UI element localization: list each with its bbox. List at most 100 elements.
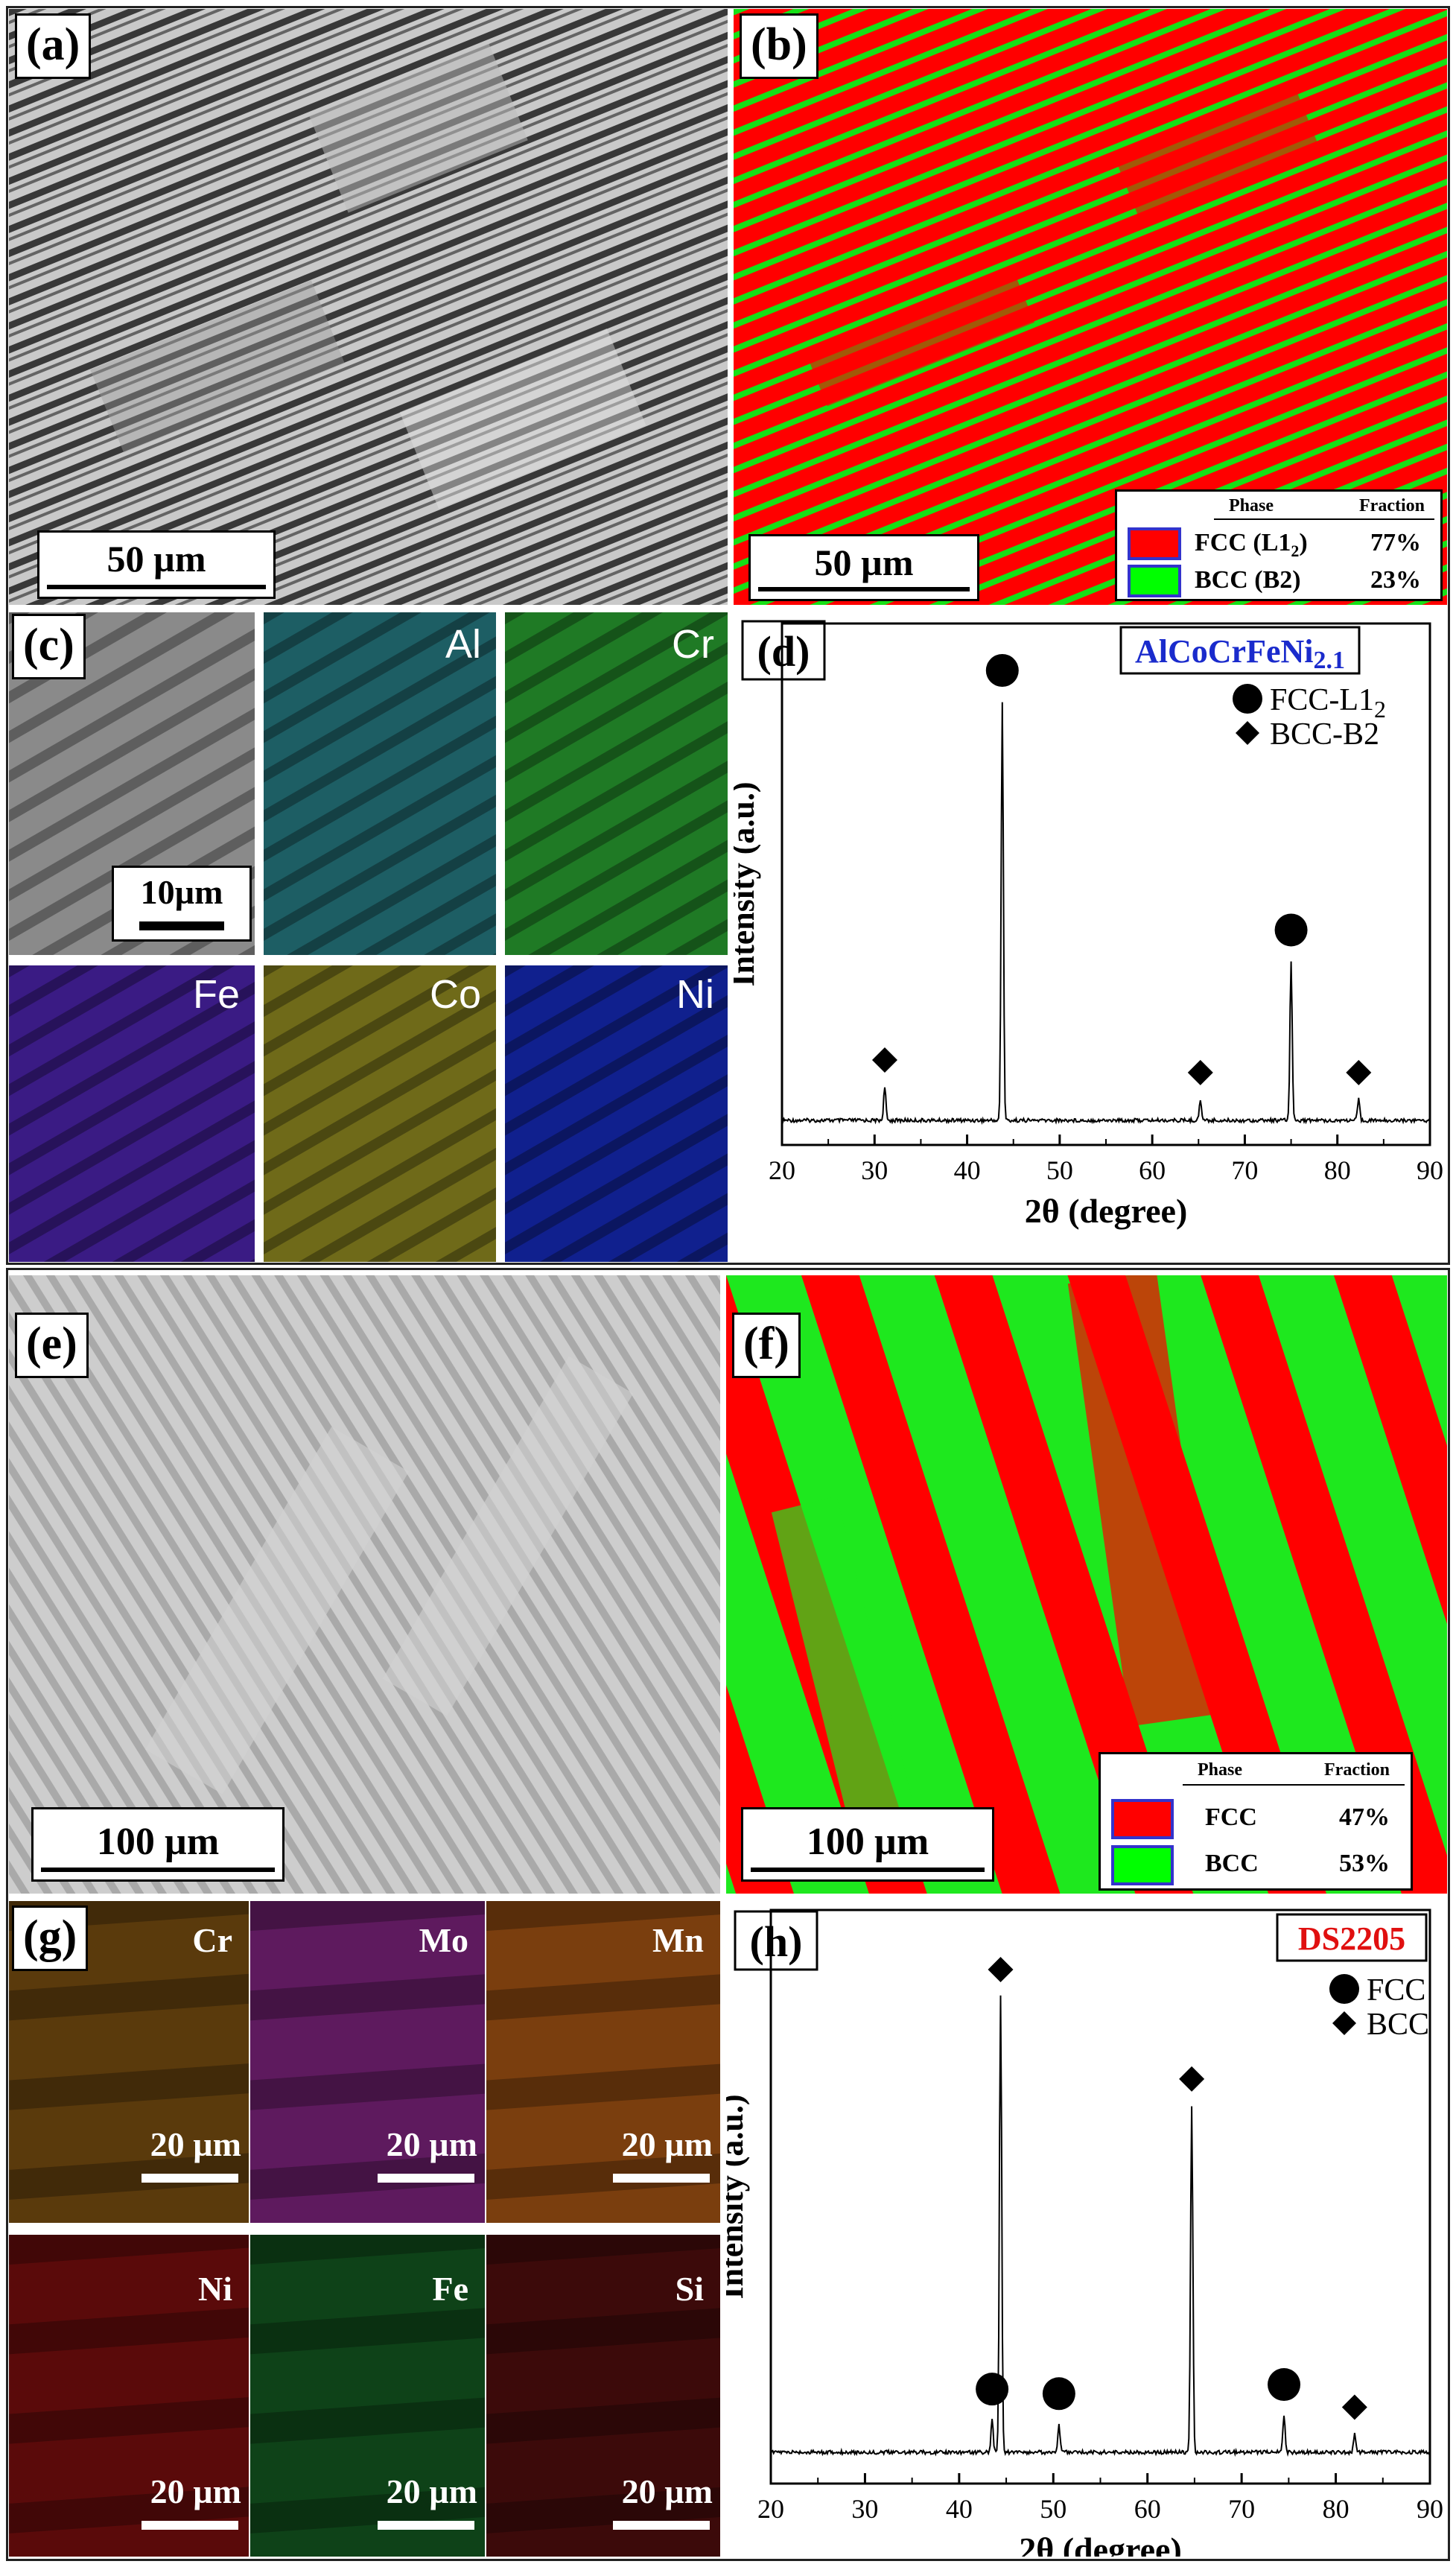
- panel-g-map-ni: Ni 20 µm: [9, 2235, 249, 2557]
- panel-d-peak-marker-4: [1346, 1059, 1372, 1085]
- panel-h-peak-marker-5: [1341, 2394, 1367, 2420]
- panel-g-map-fe-label: Fe: [432, 2270, 468, 2308]
- panel-c-scale-bar: 10µm: [112, 866, 252, 942]
- panel-d-xtick-label-60: 60: [1139, 1155, 1166, 1185]
- panel-b-legend-fcc-name: FCC (L1: [1195, 529, 1291, 556]
- panel-h-legend-text-1: BCC: [1367, 2008, 1429, 2042]
- panel-f-legend-fcc-name: FCC: [1205, 1803, 1257, 1831]
- panel-d-peak-marker-2: [1187, 1059, 1213, 1085]
- panel-f-legend-bcc-fraction: 53%: [1339, 1850, 1390, 1877]
- panel-d-legend-marker-0: [1233, 684, 1262, 714]
- panel-f: (f) 100 µm Phase Fraction FCC 47% BCC 53…: [726, 1275, 1447, 1894]
- panel-h-xtick-label-70: 70: [1228, 2494, 1255, 2524]
- panel-g-map-ni-scale-text: 20 µm: [150, 2472, 241, 2510]
- panel-a-label: (a): [15, 13, 92, 79]
- panel-d-label: (d): [757, 627, 810, 676]
- panel-f-legend-swatch-fcc: [1111, 1799, 1174, 1839]
- panel-c-map-cr-label: Cr: [672, 622, 714, 667]
- panel-d-legend-sub-0: 2: [1374, 696, 1386, 723]
- panel-b-legend-header-rule: [1214, 518, 1434, 520]
- panel-b: (b) 50 µm Phase Fraction FCC (L12) 77% B…: [734, 9, 1447, 605]
- panel-h-legend-text-0: FCC: [1367, 1973, 1425, 2008]
- panel-c-label: (c): [12, 614, 86, 679]
- panel-e-scale-text: 100 µm: [96, 1821, 220, 1863]
- panel-d-peak-marker-1: [985, 654, 1019, 687]
- panel-b-legend-swatch-fcc: [1128, 527, 1181, 560]
- panel-g-map-fe-scale-text: 20 µm: [386, 2472, 477, 2510]
- panel-h-y-axis-label: Intensity (a.u.): [726, 2094, 750, 2299]
- panel-h-label-box: (h): [734, 1910, 818, 1971]
- panel-d-xrd-pattern: [781, 702, 1431, 1125]
- panel-h-alloy-tag: DS2205: [1276, 1913, 1428, 1962]
- panel-g-map-mo-scale-text: 20 µm: [386, 2125, 477, 2163]
- panel-f-legend-swatch-bcc: [1111, 1845, 1174, 1885]
- panel-c-map-fe: Fe: [9, 965, 255, 1262]
- panel-b-legend-bcc-name: BCC (B2): [1195, 566, 1301, 594]
- panel-c-map-al: Al: [264, 612, 496, 955]
- panel-d-xtick-label-70: 70: [1231, 1155, 1258, 1185]
- panel-f-scale-line: [751, 1868, 985, 1872]
- panel-h-axes-frame: [769, 1908, 1431, 2485]
- panel-h-xtick-label-90: 90: [1417, 2494, 1443, 2524]
- panel-g-map-fe-scale-line: [378, 2521, 474, 2530]
- panel-g-map-si: Si 20 µm: [486, 2235, 720, 2557]
- panel-g-map-cr-label: Cr: [192, 1921, 232, 1959]
- panel-g-map-cr-scale-text: 20 µm: [150, 2125, 241, 2163]
- panel-b-legend-bcc-fraction: 23%: [1370, 566, 1421, 594]
- panel-g-map-mn: Mn 20 µm: [486, 1901, 720, 2223]
- panel-b-legend: Phase Fraction FCC (L12) 77% BCC (B2) 23…: [1115, 489, 1443, 601]
- panel-d-xtick-label-20: 20: [769, 1155, 795, 1185]
- panel-f-legend-header-rule: [1183, 1784, 1405, 1786]
- panel-d-legend-text-0: FCC-L12: [1270, 683, 1386, 723]
- panel-a-scale-line: [47, 585, 266, 589]
- panel-h-alloy-name: DS2205: [1298, 1920, 1405, 1957]
- panel-g-map-cr: Cr 20 µm: [9, 1901, 249, 2223]
- panel-b-scale-line: [758, 587, 970, 591]
- panel-b-legend-row-fcc: FCC (L12): [1195, 529, 1308, 561]
- panel-f-scale-text: 100 µm: [806, 1821, 929, 1863]
- panel-d-alloy-tag: AlCoCrFeNi2.1: [1119, 626, 1361, 675]
- panel-f-label: (f): [732, 1313, 801, 1378]
- panel-h-xrd-chart: (h) 20 30 40 50 60 70 80 90 2θ (degree) Intensity …: [726, 1908, 1443, 2557]
- panel-g-map-cr-scale-line: [142, 2174, 238, 2183]
- panel-h-peak-marker-2: [1042, 2377, 1075, 2411]
- panel-c-map-co: Co: [264, 965, 496, 1262]
- panel-g-map-ni-scale-line: [142, 2521, 238, 2530]
- panel-h-alloy-frame: [1276, 1913, 1428, 1962]
- panel-c-map-co-label: Co: [429, 972, 481, 1017]
- panel-b-legend-header-phase: Phase: [1229, 496, 1274, 515]
- panel-h-peak-marker-4: [1268, 2368, 1301, 2402]
- panel-b-legend-fcc-fraction: 77%: [1370, 529, 1421, 556]
- panel-b-legend-fcc-sub: 2: [1291, 541, 1300, 560]
- panel-h-legend-marker-1: [1332, 2011, 1356, 2035]
- panel-d-xtick-label-30: 30: [861, 1155, 888, 1185]
- panel-g-map-si-scale-text: 20 µm: [621, 2472, 713, 2510]
- panel-c-map-ni-label: Ni: [676, 972, 714, 1017]
- panel-h-xtick-label-60: 60: [1134, 2494, 1161, 2524]
- panel-h-label: (h): [750, 1917, 803, 1966]
- panel-g-map-mn-label: Mn: [652, 1921, 704, 1959]
- panel-g-map-fe: Fe 20 µm: [250, 2235, 485, 2557]
- panel-g-map-mo: Mo 20 µm: [250, 1901, 485, 2223]
- panel-d-label-frame: [741, 620, 826, 681]
- panel-c: Al Cr Fe Co Ni (c) 10µm: [9, 612, 728, 1262]
- panel-h-label-frame: [734, 1910, 818, 1971]
- panel-d-alloy-name: AlCoCrFeNi2.1: [1135, 633, 1345, 674]
- panel-b-scale-text: 50 µm: [814, 542, 914, 583]
- panel-f-scale-bar: 100 µm: [741, 1807, 994, 1882]
- panel-a-scale-bar: 50 µm: [37, 530, 276, 599]
- panel-g-map-mn-scale-text: 20 µm: [621, 2125, 713, 2163]
- panel-a-scale-text: 50 µm: [107, 538, 206, 580]
- panel-h-xtick-label-50: 50: [1040, 2494, 1066, 2524]
- panel-b-legend-fcc-tail: ): [1299, 529, 1308, 556]
- panel-b-label: (b): [740, 13, 818, 79]
- panel-d-peak-marker-0: [871, 1047, 897, 1073]
- panel-h-xtick-label-30: 30: [851, 2494, 878, 2524]
- panel-d-x-axis-label: 2θ (degree): [1025, 1192, 1188, 1230]
- panel-f-legend: Phase Fraction FCC 47% BCC 53%: [1099, 1752, 1413, 1891]
- panel-h-peak-marker-0: [976, 2373, 1009, 2406]
- figure-frame-bottom: [6, 1268, 1450, 2561]
- panel-f-legend-bcc-name: BCC: [1205, 1850, 1259, 1877]
- panel-g-map-mn-scale-line: [613, 2174, 710, 2183]
